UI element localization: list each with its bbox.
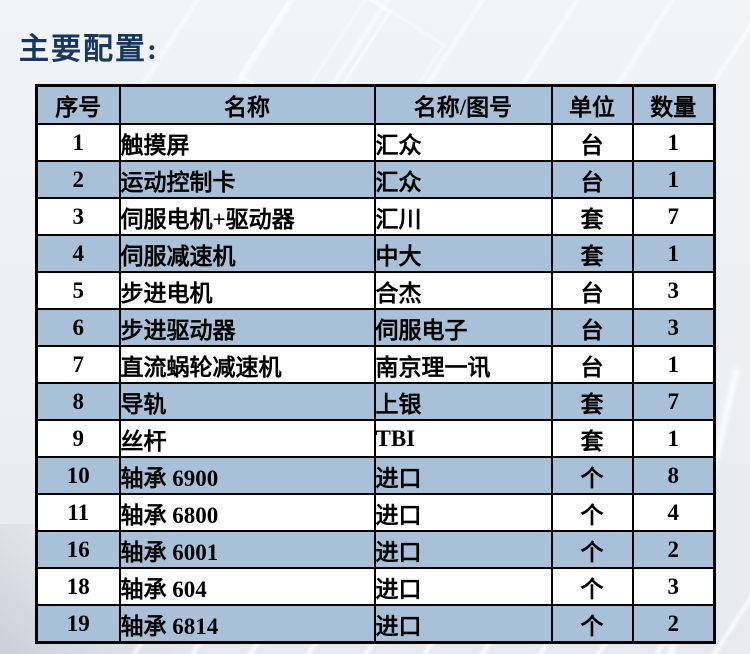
cell-qty: 7 (631, 197, 716, 236)
cell-brand: 汇众 (373, 160, 553, 199)
table-row: 9 丝杆 TBI 套 1 (35, 419, 716, 458)
cell-brand: 汇川 (373, 197, 553, 236)
cell-no: 7 (35, 345, 121, 384)
cell-unit: 台 (550, 271, 634, 310)
cell-no: 6 (35, 308, 121, 347)
header-brand: 名称/图号 (373, 84, 553, 125)
cell-no: 16 (35, 530, 121, 569)
cell-no: 2 (35, 160, 121, 199)
cell-no: 4 (35, 234, 121, 273)
cell-no: 3 (35, 197, 121, 236)
table-row: 19 轴承 6814 进口个 2 (35, 604, 716, 644)
cell-no: 9 (35, 419, 121, 458)
cell-no: 8 (35, 382, 121, 421)
cell-qty: 1 (631, 123, 716, 162)
table-row: 6 步进驱动器 伺服电子台 3 (35, 308, 716, 347)
cell-unit: 个 (550, 493, 634, 532)
cell-qty: 3 (631, 308, 716, 347)
cell-no: 18 (35, 567, 121, 606)
cell-qty: 3 (631, 271, 716, 310)
cell-brand: 进口 (373, 493, 553, 532)
table-row: 11 轴承 6800 进口个 4 (35, 493, 716, 532)
table-row: 3 伺服电机+驱动器 汇川套 7 (35, 197, 716, 236)
cell-unit: 个 (550, 530, 634, 569)
cell-unit: 套 (550, 234, 634, 273)
cell-qty: 7 (631, 382, 716, 421)
cell-unit: 台 (550, 345, 634, 384)
cell-no: 11 (35, 493, 121, 532)
cell-qty: 2 (631, 604, 716, 644)
table-row: 10 轴承 6900 进口个 8 (35, 456, 716, 495)
config-table-body: 1 触摸屏 汇众台 1 2 运动控制卡 汇众台 1 3 伺服电机+驱动器 汇川套 7 4 伺服减速机 中大套… (35, 123, 716, 644)
cell-qty: 8 (631, 456, 716, 495)
config-table: 序号 名称 名称/图号 单位 数量 1 触摸屏 汇众台 1 2 运动控制卡 汇众台 1 3 伺服电… (35, 84, 716, 644)
cell-brand: 合杰 (373, 271, 553, 310)
cell-name: 丝杆 (118, 419, 376, 458)
cell-no: 1 (35, 123, 121, 162)
cell-name: 运动控制卡 (118, 160, 376, 199)
cell-no: 10 (35, 456, 121, 495)
cell-brand: 中大 (373, 234, 553, 273)
cell-brand: TBI (373, 419, 553, 458)
cell-unit: 台 (550, 160, 634, 199)
table-row: 7 直流蜗轮减速机 南京理一讯台 1 (35, 345, 716, 384)
page-title: 主要配置: (19, 33, 159, 66)
cell-no: 5 (35, 271, 121, 310)
header-unit: 单位 (550, 84, 634, 125)
cell-name: 轴承 6800 (118, 493, 376, 532)
cell-name: 轴承 6900 (118, 456, 376, 495)
table-row: 1 触摸屏 汇众台 1 (35, 123, 716, 162)
cell-no: 19 (35, 604, 121, 644)
cell-name: 轴承 6001 (118, 530, 376, 569)
cell-qty: 2 (631, 530, 716, 569)
cell-unit: 个 (550, 456, 634, 495)
table-row: 4 伺服减速机 中大套 1 (35, 234, 716, 273)
cell-name: 步进电机 (118, 271, 376, 310)
config-table-header: 序号 名称 名称/图号 单位 数量 (35, 84, 716, 125)
cell-name: 轴承 6814 (118, 604, 376, 644)
cell-name: 步进驱动器 (118, 308, 376, 347)
cell-name: 伺服减速机 (118, 234, 376, 273)
cell-qty: 1 (631, 160, 716, 199)
cell-unit: 套 (550, 382, 634, 421)
cell-brand: 进口 (373, 530, 553, 569)
cell-name: 导轨 (118, 382, 376, 421)
cell-brand: 汇众 (373, 123, 553, 162)
header-name: 名称 (118, 84, 376, 125)
header-qty: 数量 (631, 84, 716, 125)
cell-name: 伺服电机+驱动器 (118, 197, 376, 236)
table-row: 18 轴承 604 进口个 3 (35, 567, 716, 606)
cell-unit: 套 (550, 197, 634, 236)
cell-name: 触摸屏 (118, 123, 376, 162)
cell-brand: 南京理一讯 (373, 345, 553, 384)
cell-brand: 上银 (373, 382, 553, 421)
cell-unit: 个 (550, 604, 634, 644)
cell-name: 直流蜗轮减速机 (118, 345, 376, 384)
table-row: 2 运动控制卡 汇众台 1 (35, 160, 716, 199)
cell-brand: 进口 (373, 604, 553, 644)
cell-qty: 1 (631, 419, 716, 458)
header-no: 序号 (35, 84, 121, 125)
cell-unit: 台 (550, 308, 634, 347)
cell-qty: 1 (631, 345, 716, 384)
table-row: 8 导轨 上银套 7 (35, 382, 716, 421)
cell-brand: 进口 (373, 567, 553, 606)
table-row: 5 步进电机 合杰台 3 (35, 271, 716, 310)
header-row: 序号 名称 名称/图号 单位 数量 (35, 84, 716, 125)
cell-unit: 个 (550, 567, 634, 606)
cell-brand: 伺服电子 (373, 308, 553, 347)
cell-name: 轴承 604 (118, 567, 376, 606)
cell-unit: 台 (550, 123, 634, 162)
table-row: 16 轴承 6001 进口个 2 (35, 530, 716, 569)
cell-qty: 4 (631, 493, 716, 532)
cell-qty: 3 (631, 567, 716, 606)
cell-qty: 1 (631, 234, 716, 273)
cell-unit: 套 (550, 419, 634, 458)
cell-brand: 进口 (373, 456, 553, 495)
